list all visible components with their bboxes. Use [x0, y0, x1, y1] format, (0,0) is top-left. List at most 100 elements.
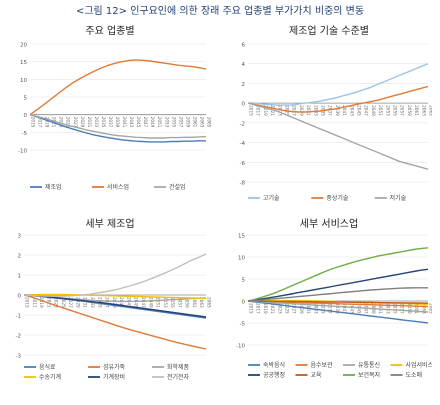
x-tick-label: 2047	[143, 117, 148, 128]
x-tick-label: 2061	[192, 117, 197, 128]
x-tick-label: 2025	[66, 117, 71, 128]
x-tick-label: 2063	[199, 117, 204, 128]
x-tick-label: 2047	[141, 297, 146, 308]
y-tick-label: 0	[242, 300, 246, 306]
legend-label: 음수보관	[311, 361, 334, 369]
x-tick-label: 2019	[45, 117, 50, 128]
x-tick-label: 2023	[277, 105, 282, 116]
legend-label: 교육	[311, 372, 323, 379]
y-tick-label: 20	[20, 43, 27, 49]
x-tick-label: 2029	[80, 117, 85, 128]
x-tick-label: 2049	[150, 117, 155, 128]
x-tick-label: 2025	[285, 303, 290, 314]
y-tick-label: -2	[240, 121, 245, 127]
chart-panel-2: 제조업 기술 수준별 -8 -6 -4 -2 0 2 4 6 2015 2017 2019 2021 2…	[226, 22, 434, 212]
x-tick-label: 2041	[122, 117, 127, 128]
x-tick-label: 2037	[328, 105, 333, 116]
x-tick-label: 2065	[207, 297, 212, 308]
chart-title: 세부 제조업	[85, 219, 135, 230]
series-line	[247, 300, 429, 313]
y-tick-label: 2	[242, 82, 246, 88]
x-tick-label: 2057	[177, 297, 182, 308]
x-tick-label: 2041	[342, 303, 347, 314]
x-tick-label: 2027	[292, 303, 297, 314]
x-tick-label: 2051	[156, 297, 161, 308]
x-tick-label: 2027	[292, 105, 297, 116]
x-tick-label: 2059	[185, 297, 190, 308]
legend-label: 보건복지	[358, 371, 380, 379]
x-tick-label: 2063	[421, 105, 426, 116]
chart-title: 제조업 기술 수준별	[289, 26, 369, 37]
x-tick-label: 2029	[299, 105, 304, 116]
series-line	[23, 293, 207, 300]
x-tick-label: 2017	[256, 303, 261, 314]
x-tick-label: 2015	[25, 297, 30, 308]
legend-label: 기계장비	[103, 373, 125, 381]
x-tick-label: 2031	[83, 297, 88, 308]
legend-label: 공공행정	[263, 371, 285, 379]
x-tick-label: 2023	[54, 297, 59, 308]
legend-label: 저기술	[390, 194, 407, 202]
x-tick-label: 2031	[306, 105, 311, 116]
legend-label: 유통통신	[358, 361, 380, 369]
chart-title: 세부 서비스업	[299, 219, 359, 230]
x-tick-label: 2043	[349, 303, 354, 314]
y-tick-label: 15	[238, 234, 245, 240]
x-tick-label: 2059	[407, 303, 412, 314]
y-tick-label: 0	[18, 294, 22, 300]
x-tick-label: 2041	[119, 297, 124, 308]
y-tick-label: -10	[236, 344, 245, 350]
series-line	[29, 114, 207, 139]
x-tick-label: 2017	[38, 117, 43, 128]
y-tick-label: 0	[242, 102, 246, 108]
x-tick-label: 2043	[126, 297, 131, 308]
x-tick-label: 2023	[277, 303, 282, 314]
x-tick-label: 2049	[148, 297, 153, 308]
y-tick-label: 5	[242, 278, 246, 284]
x-tick-label: 2017	[256, 105, 261, 116]
x-tick-label: 2019	[39, 297, 44, 308]
x-tick-label: 2015	[249, 303, 254, 314]
series-line	[247, 102, 429, 170]
x-tick-label: 2049	[371, 105, 376, 116]
chart-panel-4: 세부 서비스업 -10 -5 0 5 10 15 2015 2017 2019 2021 2023 2…	[226, 215, 434, 401]
page-title: <그림 12> 인구요인에 의한 장래 주요 업종별 부가가치 비중의 변동	[75, 6, 365, 17]
y-tick-label: -1	[16, 314, 21, 320]
x-tick-label: 2045	[357, 105, 362, 116]
x-tick-label: 2027	[73, 117, 78, 128]
x-tick-label: 2063	[199, 297, 204, 308]
x-tick-label: 2031	[87, 117, 92, 128]
legend-label: 섬유가죽	[103, 363, 126, 371]
x-tick-label: 2055	[170, 297, 175, 308]
x-tick-label: 2029	[299, 303, 304, 314]
x-tick-label: 2019	[263, 303, 268, 314]
x-tick-label: 2043	[129, 117, 134, 128]
y-tick-label: -2	[16, 334, 21, 340]
x-tick-label: 2043	[349, 105, 354, 116]
x-tick-label: 2045	[357, 303, 362, 314]
x-tick-label: 2041	[342, 105, 347, 116]
x-tick-label: 2061	[414, 105, 419, 116]
y-tick-label: 6	[242, 43, 246, 49]
series-line	[29, 114, 206, 143]
legend-label: 음식료	[39, 363, 56, 371]
y-tick-label: 0	[24, 113, 28, 119]
y-tick-label: 4	[242, 62, 246, 68]
series-line	[23, 253, 207, 297]
y-tick-label: -5	[240, 322, 246, 328]
series-line	[248, 63, 429, 106]
x-tick-label: 2047	[364, 105, 369, 116]
x-tick-label: 2051	[157, 117, 162, 128]
series-line	[247, 268, 429, 302]
x-tick-label: 2015	[31, 117, 36, 128]
legend-label: 수송기계	[39, 373, 61, 381]
x-tick-label: 2065	[207, 117, 212, 128]
x-tick-label: 2033	[313, 303, 318, 314]
legend-label: 고기술	[263, 194, 280, 202]
x-tick-label: 2057	[178, 117, 183, 128]
x-tick-label: 2015	[249, 105, 254, 116]
y-tick-label: -8	[240, 181, 246, 187]
